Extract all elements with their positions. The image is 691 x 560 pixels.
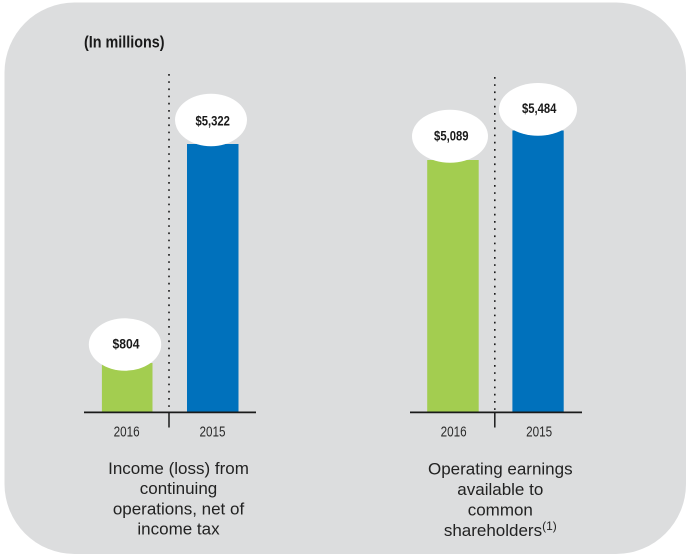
svg-text:2016: 2016 bbox=[441, 425, 467, 441]
svg-text:operations, net of: operations, net of bbox=[113, 499, 245, 518]
svg-text:Income (loss) from: Income (loss) from bbox=[108, 459, 249, 478]
svg-text:Operating earnings: Operating earnings bbox=[428, 460, 573, 479]
svg-text:continuing: continuing bbox=[140, 479, 218, 498]
svg-text:2015: 2015 bbox=[526, 425, 552, 441]
svg-text:$5,089: $5,089 bbox=[434, 128, 469, 143]
svg-text:income tax: income tax bbox=[137, 520, 220, 539]
svg-text:$804: $804 bbox=[113, 336, 140, 351]
svg-text:2016: 2016 bbox=[114, 425, 140, 441]
svg-text:$5,322: $5,322 bbox=[195, 114, 230, 129]
svg-text:common: common bbox=[468, 501, 533, 520]
svg-text:available to: available to bbox=[457, 480, 543, 499]
svg-text:(In millions): (In millions) bbox=[84, 33, 165, 52]
svg-text:2015: 2015 bbox=[200, 425, 226, 441]
svg-text:$5,484: $5,484 bbox=[522, 101, 557, 116]
svg-text:shareholders(1): shareholders(1) bbox=[444, 519, 557, 540]
